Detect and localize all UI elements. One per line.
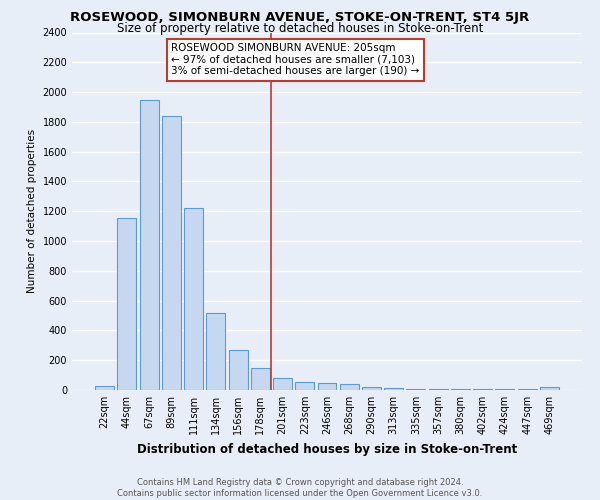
Bar	[384, 388, 403, 390]
Bar	[162, 116, 181, 390]
Bar	[295, 382, 314, 390]
Bar	[406, 388, 425, 390]
Bar	[340, 384, 359, 390]
Bar	[206, 312, 225, 390]
Bar	[251, 368, 270, 390]
Text: Contains HM Land Registry data © Crown copyright and database right 2024.
Contai: Contains HM Land Registry data © Crown c…	[118, 478, 482, 498]
Bar	[140, 100, 158, 390]
Bar	[229, 350, 248, 390]
Text: ROSEWOOD SIMONBURN AVENUE: 205sqm
← 97% of detached houses are smaller (7,103)
3: ROSEWOOD SIMONBURN AVENUE: 205sqm ← 97% …	[172, 43, 420, 76]
Bar	[95, 386, 114, 390]
Text: Size of property relative to detached houses in Stoke-on-Trent: Size of property relative to detached ho…	[117, 22, 483, 35]
Bar	[184, 208, 203, 390]
Bar	[118, 218, 136, 390]
Y-axis label: Number of detached properties: Number of detached properties	[27, 129, 37, 294]
Bar	[540, 387, 559, 390]
Text: ROSEWOOD, SIMONBURN AVENUE, STOKE-ON-TRENT, ST4 5JR: ROSEWOOD, SIMONBURN AVENUE, STOKE-ON-TRE…	[70, 11, 530, 24]
X-axis label: Distribution of detached houses by size in Stoke-on-Trent: Distribution of detached houses by size …	[137, 442, 517, 456]
Bar	[273, 378, 292, 390]
Bar	[362, 387, 381, 390]
Bar	[451, 389, 470, 390]
Bar	[317, 382, 337, 390]
Bar	[429, 389, 448, 390]
